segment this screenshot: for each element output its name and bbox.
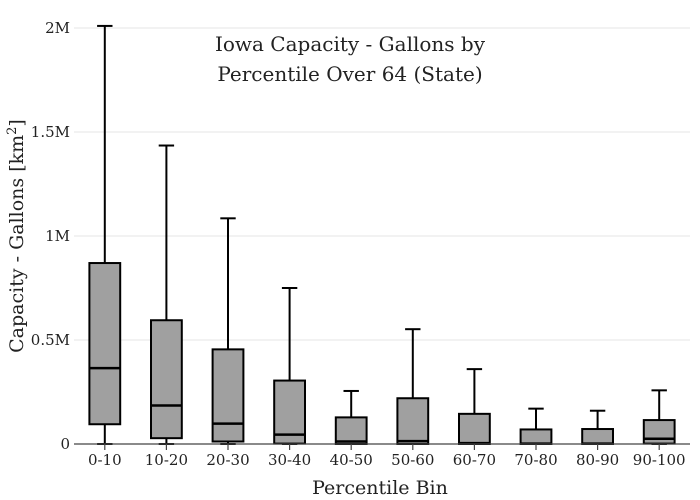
x-axis-ticks: 0-10 10-20 20-30 30-40 40-50 50-60 60-70 70-80 8… (88, 444, 686, 469)
box-60-70 (458, 368, 491, 445)
x-tick-label-5: 50-60 (391, 451, 434, 469)
box-80-90 (581, 409, 615, 445)
box-10-20 (150, 144, 183, 445)
x-tick-label-9: 90-100 (633, 451, 686, 469)
iqr-box (334, 416, 368, 446)
box-20-30 (211, 217, 245, 445)
y-tick-label-0: 0 (60, 435, 70, 453)
y-axis-title: Capacity - Gallons [km2] (5, 119, 28, 353)
x-tick-label-3: 30-40 (268, 451, 311, 469)
box-90-100 (642, 389, 676, 445)
y-axis-title-end: ] (6, 119, 28, 126)
iqr-box (458, 412, 491, 445)
y-tick-label-2: 1M (45, 227, 70, 245)
box-50-60 (396, 328, 430, 445)
x-tick-label-1: 10-20 (145, 451, 188, 469)
x-tick-label-8: 80-90 (576, 451, 619, 469)
chart-title-line-2: Percentile Over 64 (State) (217, 62, 482, 86)
box-70-80 (519, 407, 553, 446)
iqr-box (396, 397, 430, 445)
x-tick-label-6: 60-70 (453, 451, 496, 469)
box-30-40 (273, 287, 307, 445)
box-40-50 (334, 389, 368, 446)
y-tick-label-1: 0.5M (31, 331, 70, 349)
y-axis-title-superscript: 2 (5, 127, 20, 135)
iqr-box (581, 428, 615, 445)
iqr-box (88, 262, 122, 426)
chart-title-line-1: Iowa Capacity - Gallons by (215, 32, 486, 56)
y-tick-label-3: 1.5M (31, 123, 70, 141)
grid-layer (74, 27, 690, 341)
boxes-layer (88, 24, 676, 446)
y-axis-ticks: 0 0.5M 1M 1.5M 2M (31, 19, 70, 453)
y-tick-label-4: 2M (45, 19, 70, 37)
x-axis-title: Percentile Bin (312, 477, 448, 499)
x-tick-label-4: 40-50 (330, 451, 373, 469)
x-tick-label-2: 20-30 (206, 451, 249, 469)
iqr-box (150, 319, 183, 440)
iqr-box (211, 348, 245, 443)
iqr-box (519, 428, 553, 446)
iqr-box (273, 379, 307, 445)
x-tick-label-7: 70-80 (514, 451, 557, 469)
box-0-10 (88, 24, 122, 445)
y-axis-title-main: Capacity - Gallons [km (6, 135, 28, 353)
iqr-box (642, 419, 676, 445)
x-tick-label-0: 0-10 (88, 451, 122, 469)
